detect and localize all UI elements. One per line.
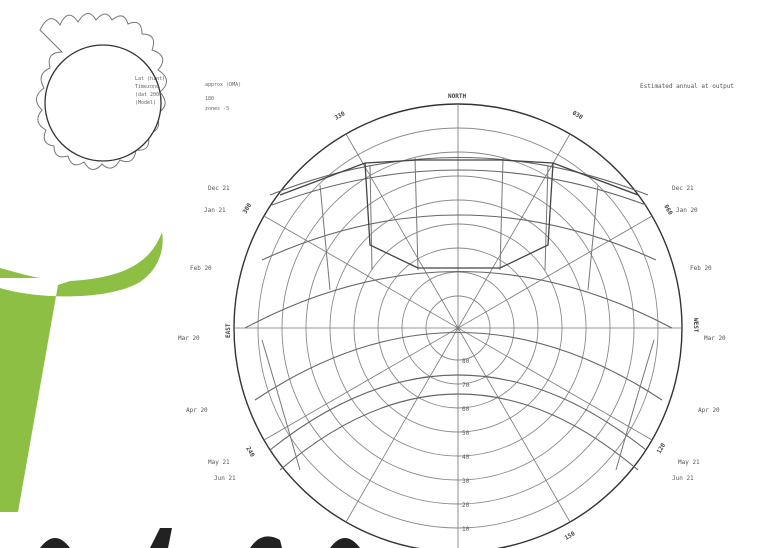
altitude-20: 20	[462, 502, 470, 509]
left-date-feb: Feb 20	[190, 265, 212, 272]
right-date-jun: Jun 21	[672, 475, 694, 482]
small-sun-line-4: (Model)	[135, 100, 156, 106]
path-jun	[279, 393, 639, 471]
east-label: EAST	[225, 323, 232, 338]
path-may	[269, 374, 647, 451]
hour-line-4	[544, 164, 549, 271]
altitude-70: 70	[462, 382, 470, 389]
altitude-10: 10	[462, 526, 470, 533]
altitude-30: 30	[462, 478, 470, 485]
shading-sides	[364, 162, 554, 269]
north-label: NORTH	[448, 93, 466, 100]
altitude-80: 80	[462, 358, 470, 365]
right-date-may: May 21	[678, 459, 700, 466]
decorative-t-glyph	[0, 232, 163, 512]
azimuth-060: 060	[662, 204, 674, 217]
right-date-jan: Jan 20	[676, 207, 698, 214]
path-jan	[271, 169, 647, 206]
small-sun-line-1: Lat (hint)	[135, 76, 165, 82]
hour-lines	[261, 157, 655, 471]
azimuth-030: 030	[571, 110, 584, 122]
left-date-jun: Jun 21	[214, 475, 236, 482]
azimuth-300: 300	[242, 202, 254, 215]
left-date-jan: Jan 21	[204, 207, 226, 214]
path-dec	[269, 156, 649, 196]
small-sun-sketch: Lat (hint) Timezone (dat 200) (Model) ap…	[36, 13, 241, 170]
left-date-mar: Mar 20	[178, 335, 200, 342]
right-date-mar: Mar 20	[704, 335, 726, 342]
hour-line-5	[319, 184, 331, 291]
azimuth-120: 120	[656, 442, 668, 455]
small-sun-right-1: approx (DMA)	[205, 82, 241, 88]
left-date-dec: Dec 21	[208, 185, 230, 192]
azimuth-240: 240	[244, 446, 256, 459]
azimuth-150: 150	[564, 530, 577, 542]
hour-line-6	[587, 184, 599, 291]
small-sun-right-3: zones -5	[205, 106, 229, 112]
right-date-dec: Dec 21	[672, 185, 694, 192]
west-label: WEST	[692, 318, 699, 333]
sun-path-arcs	[244, 156, 673, 471]
right-date-apr: Apr 20	[698, 407, 720, 414]
spoke-060-240	[263, 215, 653, 441]
altitude-40: 40	[462, 454, 470, 461]
right-note: Estimated annual at output	[640, 83, 734, 90]
small-sun-right-2: 180	[205, 96, 214, 102]
small-sun-line-2: Timezone	[135, 84, 159, 90]
path-apr	[254, 331, 663, 401]
left-date-may: May 21	[208, 459, 230, 466]
small-sun-line-3: (dat 200)	[135, 92, 162, 98]
sun-disc	[44, 44, 162, 162]
azimuth-330: 330	[334, 110, 347, 122]
path-mar	[244, 270, 673, 329]
right-date-feb: Feb 20	[690, 265, 712, 272]
hour-line-2	[414, 157, 419, 271]
bottom-lettering-fragment	[40, 528, 360, 548]
sun-path-chart: NORTH Estimated annual at output EAST WE…	[178, 83, 734, 548]
shading-top	[279, 159, 639, 196]
altitude-50: 50	[462, 430, 470, 437]
azimuth-spokes	[234, 104, 682, 548]
path-feb	[261, 214, 657, 261]
hour-line-3	[499, 157, 504, 271]
hour-line-7	[261, 339, 301, 471]
altitude-60: 60	[462, 406, 470, 413]
left-date-apr: Apr 20	[186, 407, 208, 414]
hour-line-8	[615, 339, 655, 471]
hour-line-1	[369, 164, 373, 271]
shading-outline	[279, 159, 639, 269]
